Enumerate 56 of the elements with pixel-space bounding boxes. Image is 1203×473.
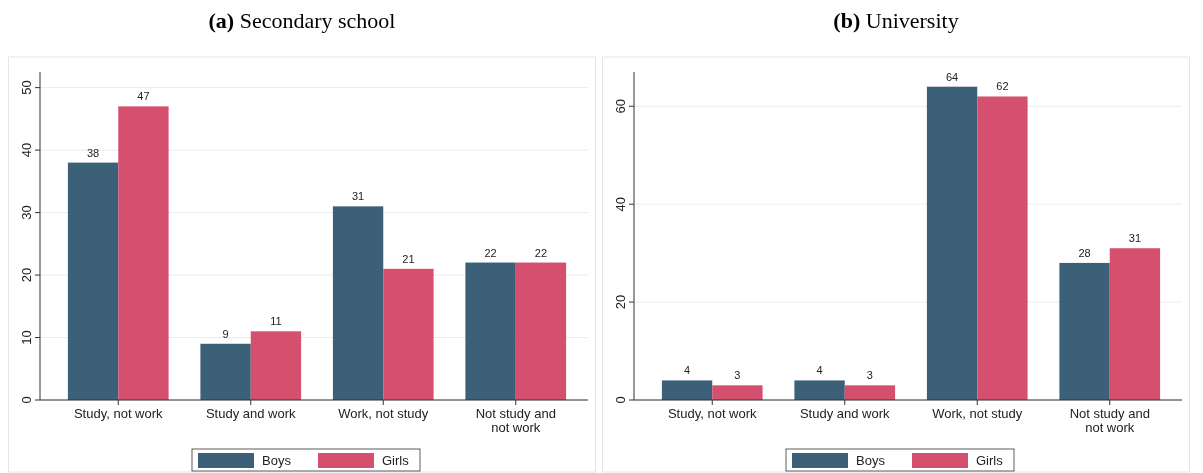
x-tick-label: Study, not work: [73, 406, 164, 421]
x-tick-label: Work, not study: [932, 406, 1023, 421]
legend-label: Boys: [856, 453, 886, 468]
data-label: 28: [1078, 246, 1091, 259]
data-label: 3: [866, 369, 873, 382]
bar: [383, 268, 434, 400]
legend-label: Girls: [382, 453, 410, 468]
bar: [1109, 248, 1161, 400]
y-tick-label: 20: [613, 294, 628, 310]
bar: [250, 331, 302, 400]
bar: [794, 380, 845, 400]
y-tick-label: 30: [19, 205, 34, 220]
chart-title: (b) University: [833, 8, 959, 33]
chart-title: (a) Secondary school: [208, 8, 396, 33]
data-label: 64: [945, 70, 959, 83]
x-tick-label: Study and work: [799, 406, 891, 421]
bar: [926, 86, 978, 400]
y-tick-label: 10: [19, 330, 34, 345]
data-label: 3: [734, 369, 741, 382]
data-label: 11: [270, 315, 282, 328]
data-label: 22: [484, 246, 497, 259]
bar: [67, 162, 119, 400]
data-label: 47: [137, 90, 150, 103]
x-tick-label: Study, not work: [667, 406, 758, 421]
data-label: 22: [534, 246, 548, 259]
bar: [712, 385, 763, 400]
data-label: 38: [86, 146, 100, 159]
bar: [661, 380, 713, 400]
y-tick-label: 60: [613, 99, 628, 114]
bar: [844, 385, 896, 400]
data-label: 21: [402, 252, 415, 265]
data-label: 31: [351, 190, 365, 203]
bar: [465, 262, 516, 400]
y-tick-label: 50: [19, 80, 34, 95]
y-tick-label: 40: [19, 142, 34, 158]
x-tick-label: Not study and not work: [1069, 406, 1150, 435]
legend-label: Girls: [976, 453, 1004, 468]
bar: [332, 206, 384, 400]
bar: [515, 262, 567, 400]
bar: [200, 343, 251, 400]
data-label: 31: [1128, 232, 1142, 245]
data-label: 4: [684, 364, 691, 377]
y-tick-label: 40: [613, 196, 628, 212]
y-tick-label: 0: [19, 396, 34, 404]
data-label: 62: [996, 80, 1009, 93]
data-label: 4: [816, 364, 823, 377]
y-tick-label: 0: [613, 396, 628, 404]
bar: [1059, 262, 1110, 400]
x-tick-label: Not study and not work: [475, 406, 556, 435]
x-tick-label: Work, not study: [338, 406, 429, 421]
legend-label: Boys: [262, 453, 292, 468]
y-tick-label: 20: [19, 267, 34, 283]
x-tick-label: Study and work: [205, 406, 297, 421]
bar: [977, 96, 1028, 400]
data-label: 9: [222, 327, 229, 340]
bar: [118, 106, 169, 400]
